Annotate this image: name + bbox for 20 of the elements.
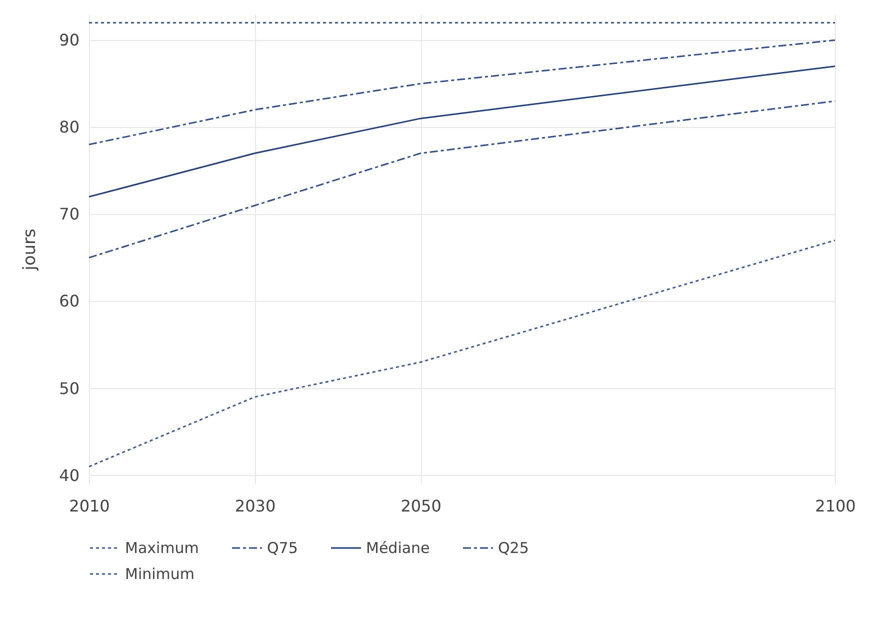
y-tick-label: 60 bbox=[59, 292, 80, 311]
legend-label: Q75 bbox=[267, 539, 298, 557]
legend-label: Q25 bbox=[498, 539, 529, 557]
x-tick-label: 2030 bbox=[234, 496, 276, 516]
legend-label: Médiane bbox=[366, 539, 430, 557]
y-tick-label: 70 bbox=[59, 204, 80, 224]
y-tick-label: 90 bbox=[59, 30, 80, 50]
x-tick-label: 2050 bbox=[400, 496, 442, 516]
line-series bbox=[89, 39, 835, 146]
line-series bbox=[89, 240, 835, 468]
legend-label: Maximum bbox=[125, 539, 199, 557]
y-tick-label: 40 bbox=[59, 466, 80, 485]
line-series bbox=[89, 65, 835, 198]
legend-label: Minimum bbox=[125, 565, 195, 583]
x-tick-label: 2010 bbox=[69, 496, 110, 516]
y-tick-label: 50 bbox=[59, 378, 80, 398]
x-tick-label: 2100 bbox=[815, 496, 856, 516]
line-series bbox=[89, 100, 835, 258]
y-axis-title: jours bbox=[20, 228, 40, 272]
y-tick-label: 80 bbox=[59, 118, 80, 137]
